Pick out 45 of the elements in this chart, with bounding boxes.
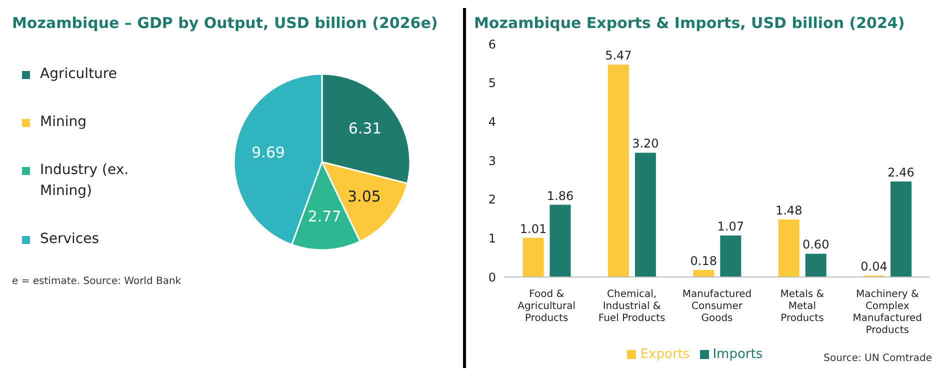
legend-label: Industry (ex. Mining) (40, 161, 130, 202)
y-tick-label: 0 (488, 270, 496, 284)
data-label: 9.69 (252, 143, 285, 162)
y-tick-label: 2 (488, 192, 496, 207)
data-label: 0.18 (690, 254, 718, 268)
bar (608, 64, 629, 277)
bar (550, 204, 571, 277)
bar (778, 220, 800, 277)
bar (805, 254, 826, 277)
data-label: 0.04 (860, 259, 888, 274)
data-label: 0.60 (802, 238, 830, 252)
x-tick-label: Manufactured Consumer Goods (682, 289, 752, 324)
data-label: 1.07 (717, 219, 744, 234)
data-label: 2.77 (308, 208, 342, 226)
y-tick-label: 6 (488, 37, 496, 52)
data-label: 1.01 (520, 222, 547, 236)
data-label: 5.47 (605, 48, 632, 63)
x-tick-label: Food & Agricultural Products (518, 289, 576, 324)
y-tick-label: 1 (488, 231, 496, 246)
legend-label: Exports (640, 347, 690, 362)
x-tick-label: Metals & Metal Products (780, 289, 824, 324)
bar (634, 152, 656, 277)
legend-label: Mining (40, 112, 86, 132)
bar (522, 238, 544, 277)
data-label: 2.46 (888, 165, 914, 180)
data-label: 1.48 (775, 204, 802, 218)
x-tick-label: Machinery & Complex Manufactured Products (852, 289, 922, 336)
chart-title: Mozambique Exports & Imports, USD billion (2024) (474, 14, 906, 32)
x-tick-label: Chemical, Industrial & Fuel Products (598, 289, 666, 324)
legend-label: Services (40, 230, 100, 250)
bar (890, 181, 912, 277)
data-label: 3.20 (632, 136, 659, 151)
legend-label: Imports (712, 347, 763, 362)
data-label: 1.86 (546, 188, 574, 203)
bar (720, 235, 742, 277)
chart-title: Mozambique – GDP by Output, USD billion (2026e) (12, 14, 439, 32)
source-note: Source: UN Comtrade (824, 353, 932, 364)
y-tick-label: 4 (488, 114, 496, 129)
data-label: 6.31 (348, 119, 382, 138)
text: e = estimate. Source: World Bank (12, 276, 182, 287)
y-tick-label: 5 (488, 76, 496, 90)
y-tick-label: 3 (488, 154, 496, 168)
legend-label: Agriculture (40, 64, 117, 84)
data-label: 3.05 (348, 188, 381, 206)
bar (693, 270, 714, 277)
